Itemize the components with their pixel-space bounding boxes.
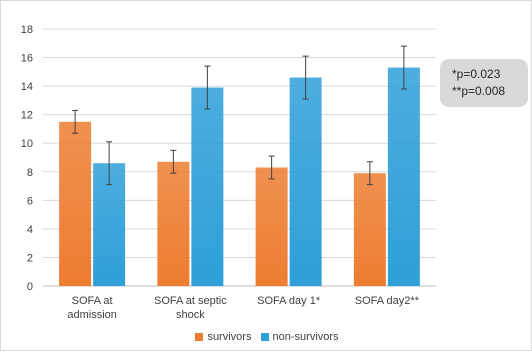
legend-item-non-survivors: non-survivors — [260, 331, 339, 343]
legend-swatch-non-survivors — [260, 333, 269, 341]
y-tick-label-14: 14 — [21, 81, 33, 93]
x-tick-label-4: SOFA day2** — [355, 295, 420, 307]
y-tick-label-4: 4 — [27, 224, 33, 236]
bar-survivors-1 — [59, 121, 92, 286]
x-tick-label-2: SOFA at septic shock — [154, 295, 227, 321]
y-tick-label-18: 18 — [21, 24, 33, 36]
p-value-line-1: *p=0.023 — [452, 67, 501, 81]
y-tick-label-12: 12 — [21, 110, 33, 122]
x-tick-label-1: SOFA at admission — [67, 295, 117, 321]
bar-survivors-3 — [255, 167, 288, 286]
y-tick-label-2: 2 — [27, 252, 33, 264]
y-tick-label-8: 8 — [27, 167, 33, 179]
y-tick-label-0: 0 — [27, 281, 33, 293]
y-tick-label-6: 6 — [27, 195, 33, 207]
y-tick-label-16: 16 — [21, 53, 33, 65]
p-value-annotation: *p=0.023 **p=0.008 — [440, 59, 528, 107]
legend-swatch-survivors — [195, 333, 204, 341]
legend: survivors non-survivors — [1, 331, 532, 344]
bar-survivors-4 — [353, 173, 386, 286]
bar-non-survivors-3 — [289, 77, 322, 287]
bar-non-survivors-2 — [191, 87, 224, 287]
legend-label-survivors: survivors — [207, 331, 252, 343]
bar-survivors-2 — [157, 161, 190, 286]
bar-non-survivors-4 — [387, 67, 420, 286]
y-tick-label-10: 10 — [21, 138, 33, 150]
p-value-line-2: **p=0.008 — [452, 84, 506, 98]
legend-label-non-survivors: non-survivors — [272, 331, 339, 343]
legend-item-survivors: survivors — [195, 331, 251, 343]
x-tick-label-3: SOFA day 1* — [257, 295, 321, 307]
